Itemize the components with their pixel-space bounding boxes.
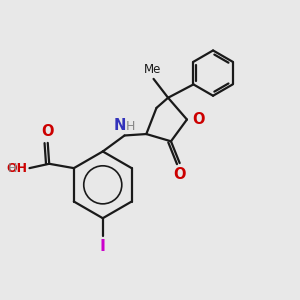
Text: H: H bbox=[126, 120, 135, 133]
Text: H: H bbox=[8, 162, 17, 175]
Text: Me: Me bbox=[143, 63, 161, 76]
Text: N: N bbox=[114, 118, 126, 133]
Text: O: O bbox=[173, 167, 186, 182]
Text: I: I bbox=[100, 238, 106, 253]
Text: OH: OH bbox=[6, 162, 27, 175]
Text: O: O bbox=[41, 124, 54, 139]
Text: O: O bbox=[192, 112, 205, 127]
